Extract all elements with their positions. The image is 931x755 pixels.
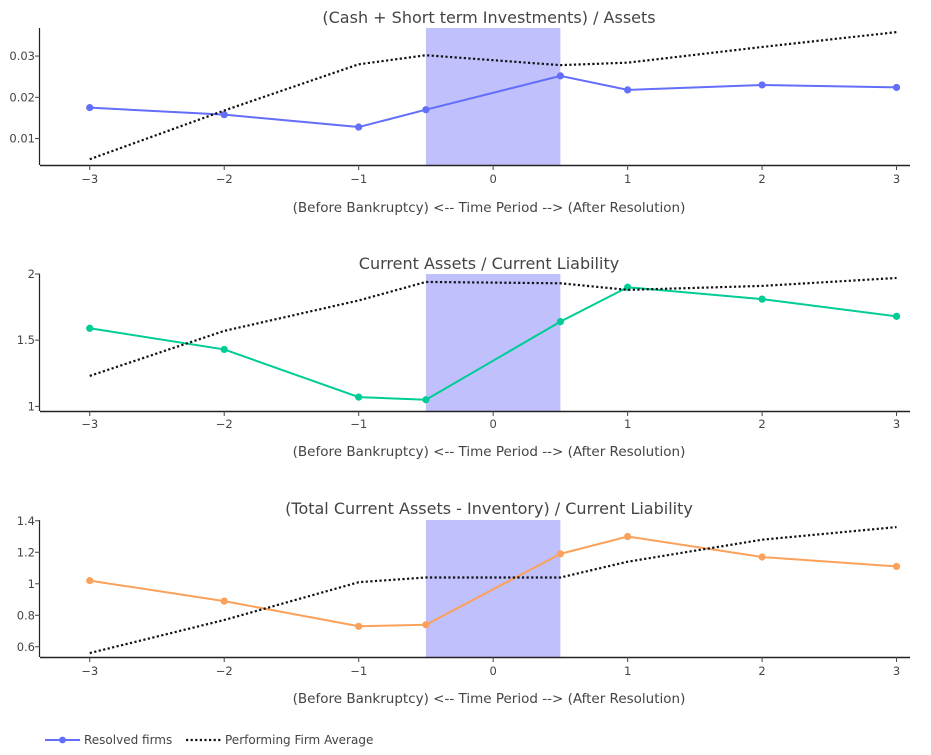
x-tick-label: −2 [216,172,233,186]
data-point-resolved-firms [86,324,94,332]
x-tick-label: −2 [216,417,233,431]
data-point-resolved-firms [355,393,363,401]
data-point-resolved-firms [355,622,363,630]
data-point-resolved-firms [220,345,228,354]
data-point-resolved-firms [624,532,632,541]
series-line-performing-firm-average [89,31,897,161]
x-tick-label: 1 [624,417,631,431]
y-tick-label: 1 [28,577,35,591]
data-point-resolved-firms [892,562,901,571]
data-point-resolved-firms [624,86,632,94]
x-tick-label: 3 [893,172,900,186]
data-point-resolved-firms [556,318,564,326]
x-tick-label: −1 [350,417,367,431]
y-tick-label: 0.01 [9,132,35,146]
y-tick-label: 1.2 [17,545,35,559]
shaded-region [425,28,561,165]
chart-title: (Total Current Assets - Inventory) / Cur… [285,499,693,518]
x-tick-label: −1 [350,664,367,678]
x-tick-label: 0 [489,664,496,678]
data-point-resolved-firms [758,295,766,303]
data-point-resolved-firms [86,104,94,112]
y-tick-label: 1 [28,399,35,413]
chart-panel-3: (Total Current Assets - Inventory) / Cur… [17,499,910,707]
data-point-resolved-firms [556,550,564,558]
x-axis-label: (Before Bankruptcy) <-- Time Period --> … [293,444,686,460]
data-point-resolved-firms [892,83,901,92]
data-point-resolved-firms [422,396,430,404]
chart-panel-2: Current Assets / Current Liability −3 −2 −1… [17,254,910,460]
data-point-resolved-firms [758,81,766,89]
series-line-resolved-firms [89,74,897,129]
x-tick-label: −3 [81,417,98,431]
data-point-resolved-firms [220,597,228,605]
series-line-resolved-firms [89,286,897,401]
data-point-resolved-firms [86,577,94,585]
data-point-resolved-firms [422,621,430,629]
x-tick-label: 0 [489,172,496,186]
y-tick-label: 1.4 [17,514,35,528]
x-tick-label: 0 [489,417,496,431]
legend-label-resolved-firms: Resolved firms [84,733,172,747]
x-axis-label: (Before Bankruptcy) <-- Time Period --> … [293,200,686,216]
series-line-resolved-firms [89,535,897,628]
x-tick-label: −3 [81,172,98,186]
x-tick-label: −3 [81,664,98,678]
y-tick-label: 0.8 [17,608,35,622]
chart-title: Current Assets / Current Liability [359,254,619,273]
chart-title: (Cash + Short term Investments) / Assets [322,8,655,27]
y-tick-label: 1.5 [17,333,35,347]
data-point-resolved-firms [758,553,766,561]
x-tick-label: 2 [758,664,765,678]
legend: Resolved firms Performing Firm Average [45,733,373,747]
x-axis-label: (Before Bankruptcy) <-- Time Period --> … [293,691,686,707]
x-tick-label: 1 [624,664,631,678]
shaded-region [425,274,561,411]
x-tick-label: −1 [350,172,367,186]
legend-label-performing-firm-average: Performing Firm Average [225,733,373,747]
y-tick-label: 0.03 [9,49,35,63]
data-point-resolved-firms [220,111,228,119]
x-tick-label: 3 [893,417,900,431]
y-tick-label: 0.02 [9,90,35,104]
series-line-performing-firm-average [89,276,897,377]
data-point-resolved-firms [892,312,901,320]
series-line-performing-firm-average [89,525,897,655]
x-tick-label: 1 [624,172,631,186]
legend-marker-resolved-firms [59,736,66,744]
x-tick-label: 2 [758,417,765,431]
x-tick-label: −2 [216,664,233,678]
y-tick-label: 0.6 [17,640,35,654]
x-tick-label: 3 [893,664,900,678]
chart-panel-1: (Cash + Short term Investments) / Assets… [9,8,910,216]
y-tick-label: 2 [28,267,35,281]
x-tick-label: 2 [758,172,765,186]
data-point-resolved-firms [355,123,363,131]
data-point-resolved-firms [556,72,564,80]
data-point-resolved-firms [422,106,430,114]
